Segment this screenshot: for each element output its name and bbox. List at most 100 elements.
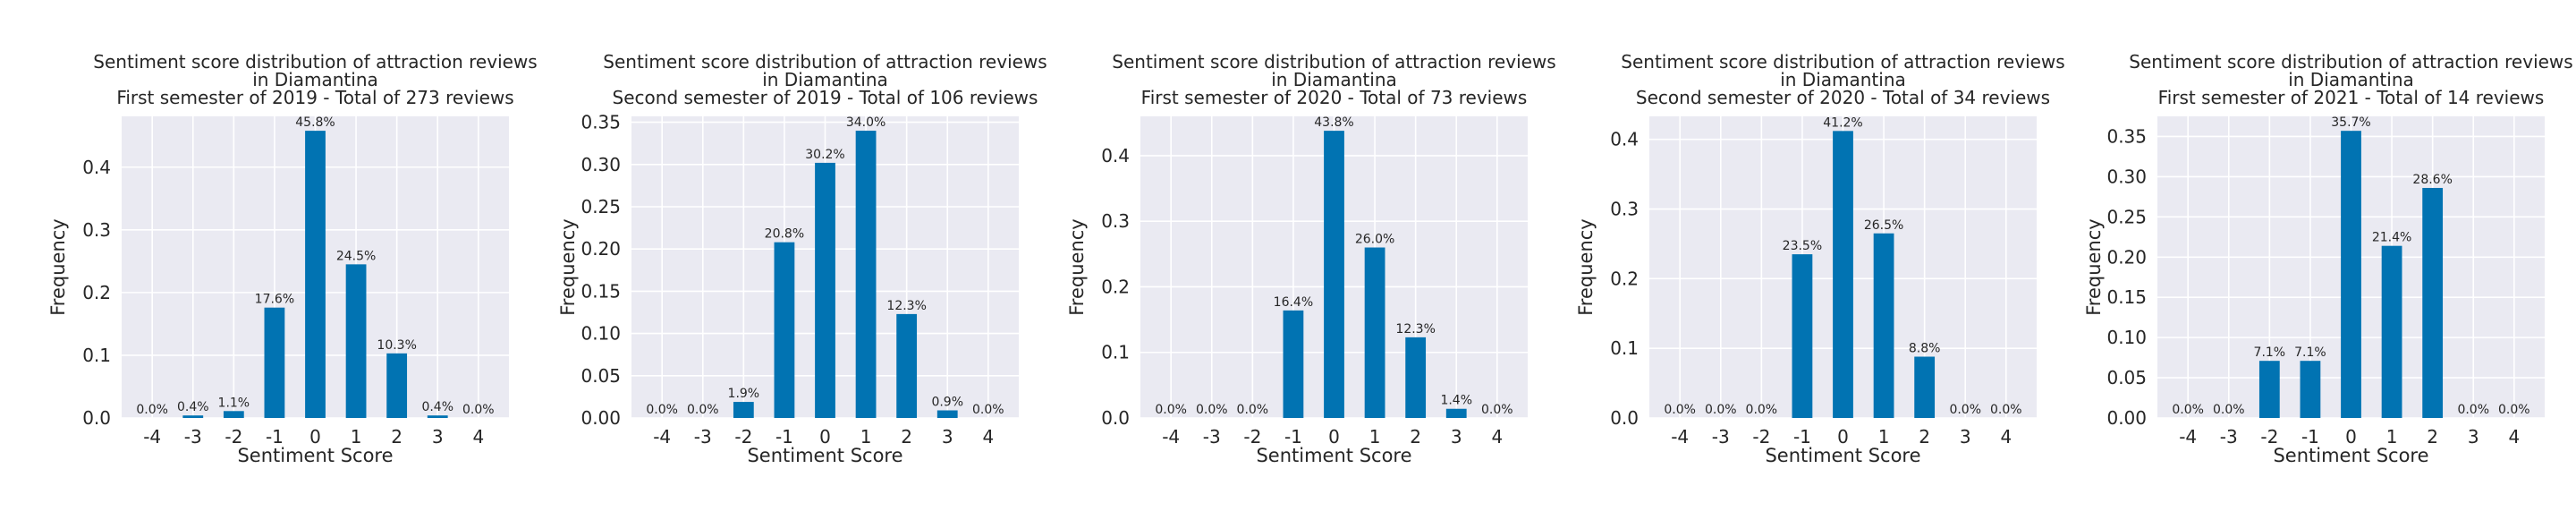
x-tick-label: 1 — [351, 426, 362, 448]
bar — [1324, 131, 1344, 419]
bar — [305, 131, 326, 418]
x-tick-label: -4 — [1162, 426, 1180, 448]
chart-title-line: in Diamantina — [2288, 69, 2414, 90]
bar — [896, 313, 918, 418]
bar-value-label: 1.1% — [218, 396, 250, 410]
bar-value-label: 1.4% — [1440, 394, 1472, 408]
bar-value-label: 0.0% — [2213, 403, 2245, 417]
bar-value-label: 0.0% — [1481, 403, 1513, 417]
bar-value-label: 0.0% — [2498, 403, 2530, 417]
bar — [855, 131, 877, 419]
chart-title-line: in Diamantina — [1780, 69, 1906, 90]
bar-value-label: 7.1% — [2254, 345, 2286, 360]
bar — [2341, 131, 2361, 418]
bar-value-label: 45.8% — [295, 115, 335, 130]
x-tick-label: 3 — [942, 426, 953, 448]
chart-title-line: in Diamantina — [1271, 69, 1397, 90]
bar-value-label: 0.0% — [1196, 403, 1228, 417]
chart-panel-2: 0.00 0.05 0.10 0.15 0.20 0.25 0.30 0.35 0.0% -4 0.… — [557, 51, 1047, 466]
bar-value-label: 0.0% — [646, 403, 678, 417]
chart-title-line: Second semester of 2019 - Total of 106 r… — [613, 87, 1038, 108]
x-tick-label: 0 — [819, 426, 831, 448]
bar — [1914, 356, 1936, 418]
bar — [182, 415, 204, 418]
bar-value-label: 0.9% — [931, 396, 963, 410]
bar-value-label: 7.1% — [2294, 345, 2326, 360]
y-tick-label: 0.15 — [2106, 286, 2147, 308]
bar — [2300, 361, 2321, 418]
bar — [1833, 131, 1853, 418]
bar-value-label: 28.6% — [2412, 173, 2452, 187]
bar — [1445, 408, 1467, 418]
x-axis-label: Sentiment Score — [1765, 445, 1920, 466]
x-tick-label: -2 — [1752, 426, 1770, 448]
x-tick-label: 4 — [982, 426, 994, 448]
bar — [1283, 310, 1304, 418]
y-tick-label: 0.20 — [580, 238, 621, 260]
x-axis-label: Sentiment Score — [747, 445, 902, 466]
y-tick-label: 0.25 — [580, 196, 621, 217]
bar-value-label: 17.6% — [255, 293, 294, 307]
bar-value-label: 0.0% — [1990, 403, 2022, 417]
x-tick-label: -3 — [184, 426, 202, 448]
bar — [2381, 245, 2402, 418]
x-tick-label: 0 — [1837, 426, 1849, 448]
y-tick-label: 0.10 — [580, 323, 621, 345]
y-tick-label: 0.1 — [1101, 342, 1130, 363]
x-tick-label: -3 — [2220, 426, 2238, 448]
y-tick-label: 0.2 — [82, 282, 111, 303]
bar — [2422, 187, 2444, 419]
y-tick-label: 0.00 — [580, 407, 621, 429]
y-tick-label: 0.00 — [2106, 407, 2147, 429]
y-tick-label: 0.05 — [580, 365, 621, 387]
x-tick-label: 4 — [2000, 426, 2012, 448]
bar-value-label: 0.0% — [1705, 403, 1737, 417]
chart-panel-3: 0.0 0.1 0.2 0.3 0.4 0.0% -4 0.0% -3 0.0% -2 16.4% -1… — [1066, 51, 1556, 466]
y-axis-label: Frequency — [2083, 218, 2105, 316]
bar — [1792, 254, 1813, 418]
x-tick-label: -3 — [694, 426, 712, 448]
bar — [345, 264, 367, 418]
x-tick-label: 2 — [901, 426, 912, 448]
bar-value-label: 41.2% — [1823, 115, 1862, 130]
chart-title-line: Sentiment score distribution of attracti… — [1112, 51, 1555, 72]
chart-title-line: in Diamantina — [252, 69, 378, 90]
y-tick-label: 0.4 — [1610, 129, 1639, 150]
x-tick-label: -1 — [1284, 426, 1302, 448]
y-axis-label: Frequency — [557, 218, 579, 316]
y-tick-label: 0.05 — [2106, 367, 2147, 388]
bar-value-label: 0.0% — [2457, 403, 2489, 417]
y-tick-label: 0.35 — [580, 112, 621, 133]
x-tick-label: 0 — [2345, 426, 2357, 448]
bar-value-label: 20.8% — [765, 227, 804, 242]
bar-value-label: 16.4% — [1274, 295, 1313, 310]
x-tick-label: -2 — [1243, 426, 1261, 448]
y-axis-label: Frequency — [1066, 218, 1088, 316]
bar-value-label: 0.0% — [1949, 403, 1981, 417]
y-tick-label: 0.30 — [2106, 166, 2147, 187]
y-tick-label: 0.1 — [1610, 337, 1639, 359]
y-tick-label: 0.25 — [2106, 206, 2147, 227]
x-tick-label: -1 — [266, 426, 284, 448]
x-tick-label: -2 — [225, 426, 242, 448]
y-tick-label: 0.2 — [1610, 268, 1639, 289]
x-axis-label: Sentiment Score — [1256, 445, 1411, 466]
x-tick-label: -4 — [1671, 426, 1689, 448]
bar — [2258, 361, 2280, 418]
bar-value-label: 0.0% — [2172, 403, 2204, 417]
bar-value-label: 24.5% — [336, 249, 376, 263]
bar — [774, 242, 795, 418]
y-tick-label: 0.30 — [580, 154, 621, 175]
y-tick-label: 0.3 — [1101, 210, 1130, 232]
chart-title-line: in Diamantina — [762, 69, 888, 90]
x-tick-label: 4 — [1491, 426, 1503, 448]
chart-title-line: Sentiment score distribution of attracti… — [603, 51, 1046, 72]
bar-value-label: 0.0% — [462, 403, 495, 417]
y-axis-label: Frequency — [47, 218, 69, 316]
bar-value-label: 0.4% — [421, 400, 453, 414]
x-tick-label: -4 — [2179, 426, 2197, 448]
bar-value-label: 12.3% — [886, 299, 926, 313]
x-tick-label: 2 — [391, 426, 402, 448]
chart-panel-1: 0.0 0.1 0.2 0.3 0.4 0.0% -4 0.4% -3 1.1% -2 17.6% -1… — [47, 51, 538, 466]
